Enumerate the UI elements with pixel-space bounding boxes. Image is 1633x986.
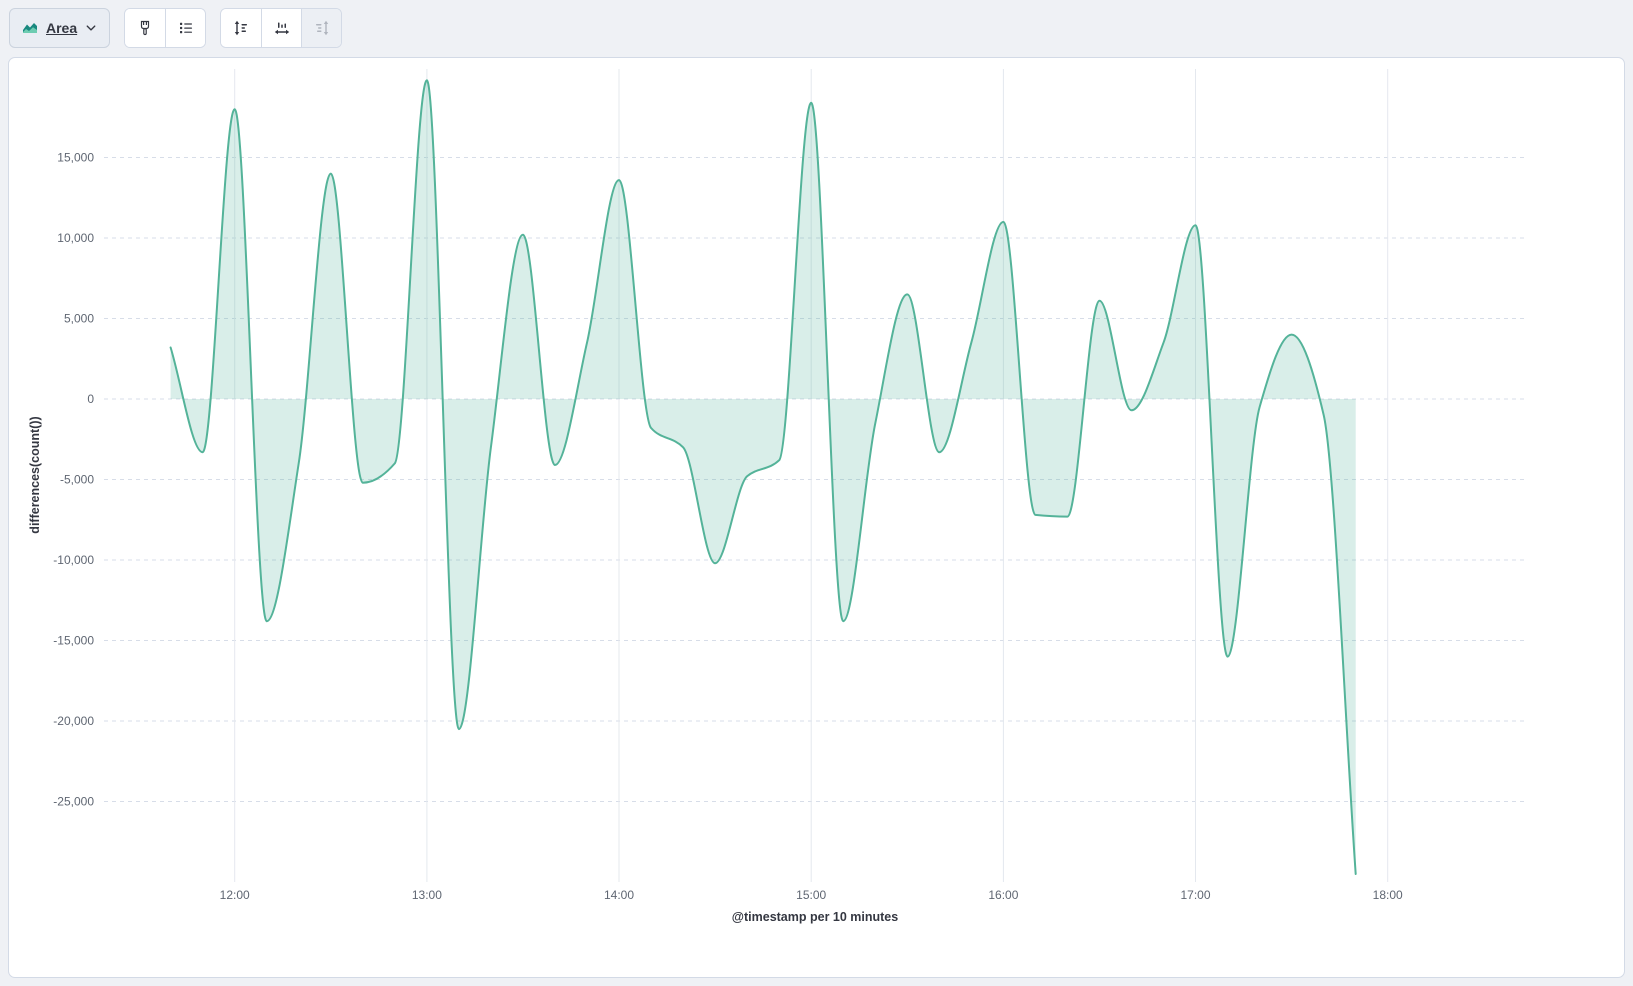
y-axis-title: differences(count()) <box>28 416 42 534</box>
right-axis-button <box>301 9 342 47</box>
bottom-axis-button[interactable] <box>261 9 302 47</box>
axis-tick-labels: 15,000 10,000 5,000 0 -5,000 -10,000 -15,000 -2… <box>53 151 1403 903</box>
area-fill <box>170 80 1356 875</box>
svg-text:-15,000: -15,000 <box>53 634 94 648</box>
gridlines <box>104 69 1528 882</box>
chevron-down-icon <box>85 22 97 34</box>
svg-text:17:00: 17:00 <box>1180 888 1210 902</box>
chart-type-label: Area <box>46 20 78 36</box>
svg-text:15:00: 15:00 <box>796 888 826 902</box>
svg-text:14:00: 14:00 <box>604 888 634 902</box>
svg-text:-20,000: -20,000 <box>53 714 94 728</box>
chart-svg: 15,000 10,000 5,000 0 -5,000 -10,000 -15,000 -2… <box>53 69 1528 903</box>
axis-button-group <box>220 8 343 48</box>
legend-list-icon <box>178 20 194 36</box>
svg-text:15,000: 15,000 <box>57 151 94 165</box>
svg-text:13:00: 13:00 <box>412 888 442 902</box>
x-axis-title: @timestamp per 10 minutes <box>731 910 899 924</box>
area-chart-icon <box>22 20 38 36</box>
bottom-axis-icon <box>274 20 290 36</box>
svg-text:18:00: 18:00 <box>1373 888 1403 902</box>
left-axis-icon <box>233 20 249 36</box>
svg-text:-10,000: -10,000 <box>53 553 94 567</box>
svg-text:-25,000: -25,000 <box>53 795 94 809</box>
svg-text:5,000: 5,000 <box>64 312 94 326</box>
svg-text:-5,000: -5,000 <box>60 473 94 487</box>
style-button-group <box>124 8 207 48</box>
svg-text:12:00: 12:00 <box>220 888 250 902</box>
brush-icon <box>137 20 153 36</box>
right-axis-icon <box>314 20 330 36</box>
svg-text:0: 0 <box>87 392 94 406</box>
left-axis-button[interactable] <box>221 9 262 47</box>
chart-type-selector[interactable]: Area <box>9 8 111 48</box>
area-chart: 15,000 10,000 5,000 0 -5,000 -10,000 -15,000 -2… <box>9 58 1624 977</box>
legend-button[interactable] <box>165 9 206 47</box>
svg-text:16:00: 16:00 <box>988 888 1018 902</box>
chart-panel: 15,000 10,000 5,000 0 -5,000 -10,000 -15,000 -2… <box>8 57 1625 978</box>
chart-toolbar: Area <box>9 8 1625 48</box>
svg-text:10,000: 10,000 <box>57 231 94 245</box>
visual-options-button[interactable] <box>125 9 166 47</box>
area-line <box>169 79 1357 875</box>
